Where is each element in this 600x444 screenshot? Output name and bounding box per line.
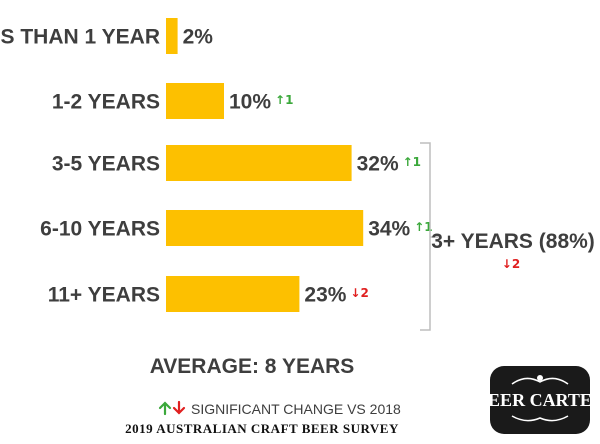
category-label: 1-2 YEARS	[52, 91, 160, 114]
bar	[166, 145, 352, 181]
bar	[166, 18, 178, 54]
group-change-mark: ↓2	[502, 257, 520, 271]
change-mark: ↑1	[275, 93, 293, 107]
legend-text: SIGNIFICANT CHANGE VS 2018	[191, 401, 401, 417]
average-label: AVERAGE: 8 YEARS	[150, 355, 355, 378]
bar	[166, 83, 224, 119]
bar	[166, 210, 364, 246]
change-mark: ↑1	[414, 220, 432, 234]
category-label: 11+ YEARS	[48, 284, 160, 307]
category-label: LESS THAN 1 YEAR	[0, 26, 160, 49]
group-label: 3+ YEARS (88%)	[431, 230, 595, 253]
value-label: 23%	[304, 284, 346, 307]
svg-text:BEER CARTEL: BEER CARTEL	[476, 390, 600, 410]
arrow-up-icon	[158, 401, 172, 416]
bar	[166, 276, 300, 312]
value-label: 34%	[368, 218, 410, 241]
bars-layer: LESS THAN 1 YEAR 2% 1-2 YEARS 10% ↑1 3-5 YEAR…	[0, 18, 433, 312]
value-label: 10%	[229, 91, 271, 114]
value-label: 2%	[183, 26, 214, 49]
category-label: 3-5 YEARS	[52, 153, 160, 176]
change-mark: ↑1	[403, 155, 421, 169]
category-label: 6-10 YEARS	[40, 218, 160, 241]
survey-source: 2019 AUSTRALIAN CRAFT BEER SURVEY	[125, 421, 399, 436]
beer-cartel-logo: BEER CARTEL	[476, 366, 600, 434]
legend: SIGNIFICANT CHANGE VS 2018	[158, 400, 401, 417]
change-mark: ↓2	[350, 286, 368, 300]
value-label: 32%	[357, 153, 399, 176]
group-bracket	[420, 142, 438, 331]
arrow-down-icon	[172, 400, 186, 415]
